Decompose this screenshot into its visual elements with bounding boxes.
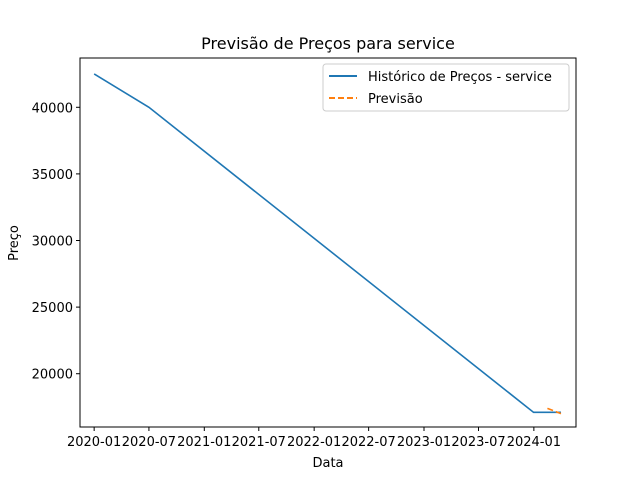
series-line-history — [93, 73, 561, 414]
y-tick-label: 35000 — [32, 168, 73, 183]
y-axis-label: Preço — [7, 225, 22, 261]
x-tick-label: 2020-07 — [122, 435, 176, 450]
plot-area — [80, 58, 576, 427]
x-tick-label: 2020-01 — [67, 435, 121, 450]
y-axis: 20000 25000 30000 35000 40000 — [32, 101, 80, 383]
x-tick-label: 2024-01 — [507, 435, 561, 450]
x-tick-label: 2022-01 — [287, 435, 341, 450]
y-tick-label: 30000 — [32, 235, 73, 250]
legend-box — [322, 63, 570, 112]
chart-title: Previsão de Preços para service — [201, 34, 455, 53]
y-tick-label: 20000 — [32, 368, 73, 383]
legend: Histórico de Preços - service Previsão — [322, 63, 570, 112]
x-axis: 2020-01 2020-07 2021-01 2021-07 2022-01 2022-… — [67, 427, 561, 450]
x-tick-label: 2021-01 — [177, 435, 231, 450]
series-layer — [93, 73, 562, 415]
x-tick-label: 2023-01 — [397, 435, 451, 450]
x-axis-label: Data — [312, 456, 343, 471]
legend-label-history: Histórico de Preços - service — [368, 70, 552, 85]
y-tick-label: 40000 — [32, 101, 73, 116]
plot-frame — [79, 57, 577, 428]
x-tick-label: 2021-07 — [232, 435, 286, 450]
y-tick-label: 25000 — [32, 301, 73, 316]
series-line-forecast — [547, 407, 562, 415]
x-tick-label: 2022-07 — [341, 435, 395, 450]
legend-label-forecast: Previsão — [368, 92, 423, 107]
x-tick-label: 2023-07 — [451, 435, 505, 450]
